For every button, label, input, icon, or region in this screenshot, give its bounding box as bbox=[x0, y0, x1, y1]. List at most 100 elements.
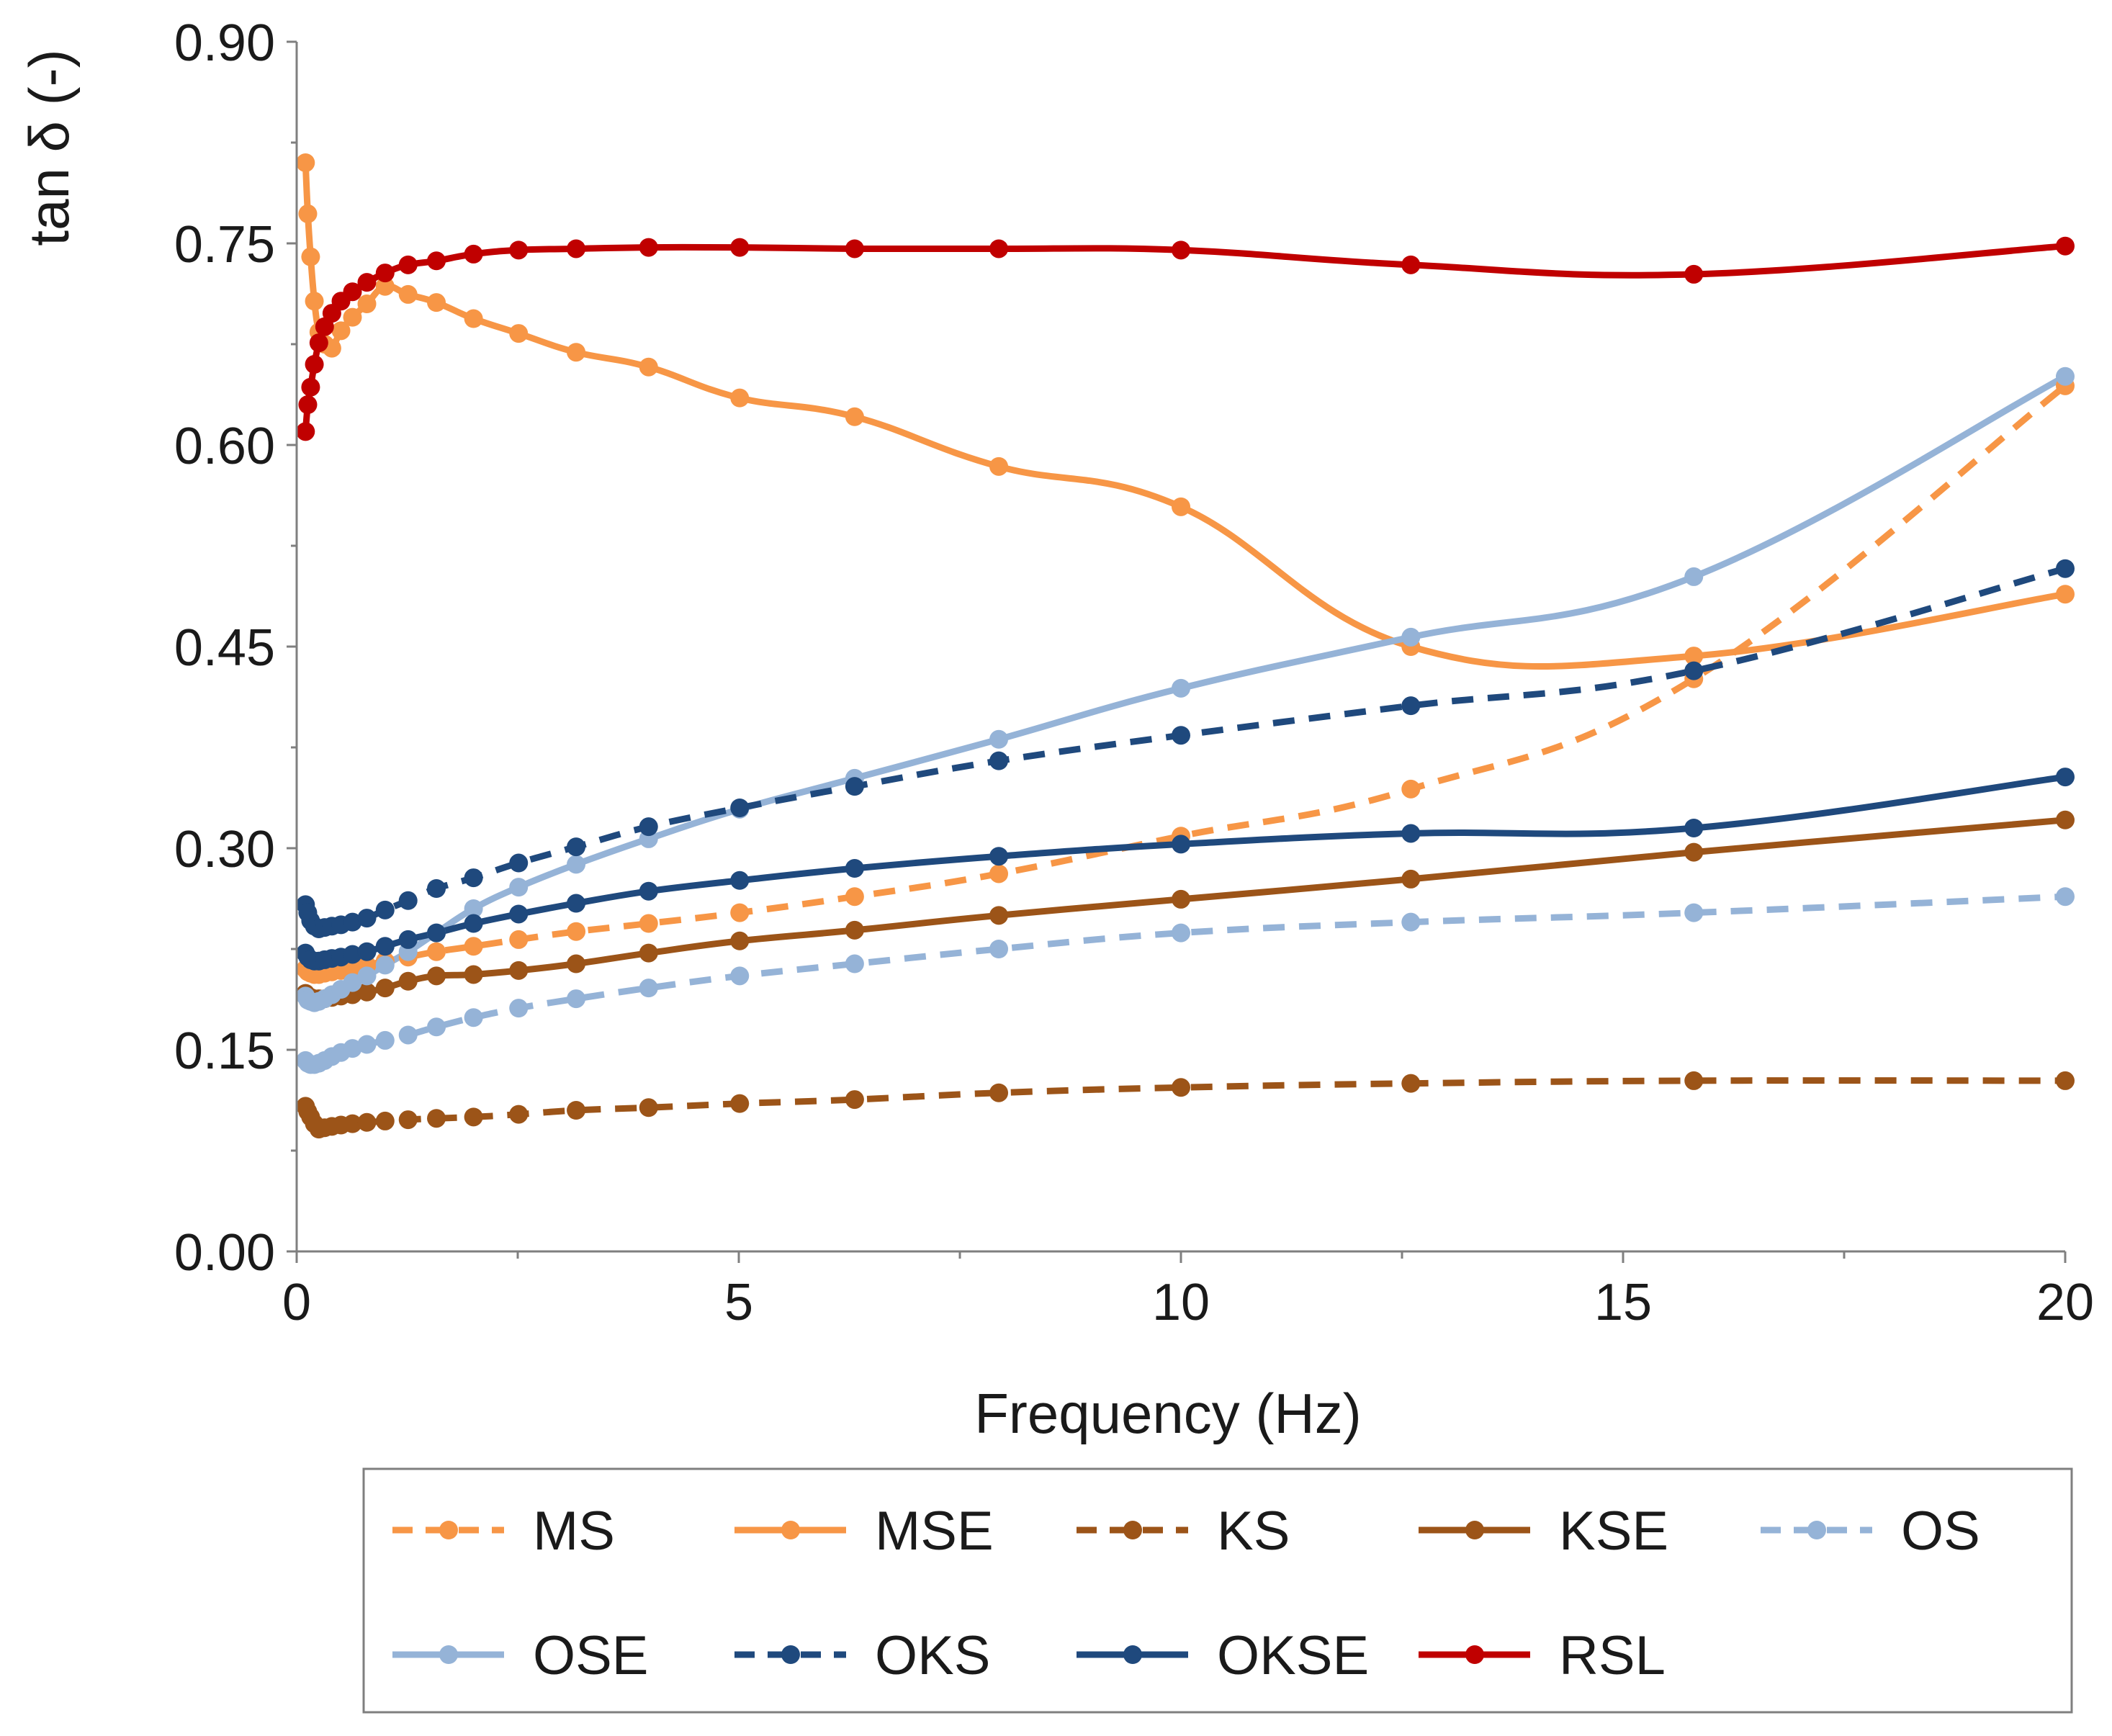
y-tick-label: 0.00 bbox=[174, 1224, 275, 1282]
data-point-ks bbox=[464, 1107, 483, 1127]
legend-label-oks: OKS bbox=[875, 1625, 991, 1686]
data-point-oks bbox=[509, 853, 529, 873]
data-point-mse bbox=[301, 247, 320, 266]
x-tick-label: 10 bbox=[1152, 1274, 1210, 1331]
data-point-okse bbox=[1401, 824, 1421, 843]
data-point-mse bbox=[989, 457, 1009, 476]
y-tick-label: 0.30 bbox=[174, 821, 275, 878]
data-point-rsl bbox=[567, 239, 586, 258]
y-axis-label: tan δ (-) bbox=[17, 49, 81, 246]
data-point-mse bbox=[567, 343, 586, 362]
data-point-okse bbox=[567, 894, 586, 913]
data-point-mse bbox=[343, 307, 362, 327]
data-point-ks bbox=[567, 1101, 586, 1120]
legend-marker-ks bbox=[1123, 1521, 1142, 1539]
y-tick-label: 0.90 bbox=[174, 14, 275, 72]
data-point-kse bbox=[509, 961, 529, 980]
data-point-os bbox=[1172, 923, 1190, 943]
data-point-mse bbox=[375, 276, 395, 296]
data-point-os bbox=[509, 999, 529, 1018]
data-point-okse bbox=[357, 942, 377, 961]
data-point-kse bbox=[2056, 810, 2075, 829]
data-point-okse bbox=[464, 914, 483, 933]
data-point-kse bbox=[398, 971, 418, 991]
data-point-okse bbox=[1172, 835, 1190, 854]
data-point-okse bbox=[2056, 768, 2075, 787]
data-point-rsl bbox=[1401, 255, 1421, 274]
data-point-os bbox=[989, 940, 1009, 958]
legend-label-rsl: RSL bbox=[1559, 1625, 1666, 1686]
data-point-oks bbox=[375, 900, 395, 919]
data-point-okse bbox=[1684, 819, 1704, 837]
data-point-mse bbox=[427, 293, 446, 312]
data-point-rsl bbox=[509, 240, 529, 260]
data-point-oks bbox=[1684, 661, 1704, 680]
data-point-ks bbox=[2056, 1071, 2075, 1090]
data-point-rsl bbox=[398, 255, 418, 274]
legend-label-ks: KS bbox=[1217, 1501, 1290, 1562]
data-point-mse bbox=[845, 407, 864, 426]
data-point-mse bbox=[639, 357, 658, 377]
data-point-ose bbox=[464, 899, 483, 918]
data-point-mse bbox=[357, 294, 377, 313]
data-point-rsl bbox=[296, 422, 315, 441]
data-point-ms bbox=[427, 942, 446, 961]
data-point-kse bbox=[639, 943, 658, 963]
data-point-okse bbox=[639, 881, 658, 901]
data-point-ks bbox=[730, 1094, 750, 1113]
data-point-okse bbox=[375, 937, 395, 956]
data-point-oks bbox=[639, 817, 658, 837]
legend-label-ose: OSE bbox=[533, 1625, 649, 1686]
data-point-ose bbox=[1172, 678, 1190, 698]
legend-marker-oks bbox=[781, 1645, 800, 1664]
data-point-rsl bbox=[305, 355, 324, 374]
data-point-ose bbox=[2056, 366, 2075, 386]
y-tick-label: 0.75 bbox=[174, 216, 275, 274]
data-point-rsl bbox=[639, 238, 658, 257]
data-point-ose bbox=[1684, 567, 1704, 586]
data-point-okse bbox=[398, 930, 418, 949]
legend-label-mse: MSE bbox=[875, 1501, 994, 1562]
data-point-kse bbox=[1401, 869, 1421, 889]
data-point-rsl bbox=[2056, 236, 2075, 256]
data-point-mse bbox=[398, 284, 418, 304]
data-point-rsl bbox=[1172, 240, 1190, 260]
data-point-ks bbox=[639, 1098, 658, 1117]
data-point-mse bbox=[331, 321, 351, 341]
data-point-ks bbox=[398, 1110, 418, 1130]
data-point-os bbox=[1684, 903, 1704, 922]
data-point-ms bbox=[639, 914, 658, 933]
data-point-okse bbox=[427, 923, 446, 943]
data-point-mse bbox=[298, 204, 318, 223]
data-point-rsl bbox=[427, 251, 446, 271]
data-point-ose bbox=[989, 729, 1009, 749]
legend-marker-rsl bbox=[1465, 1645, 1484, 1664]
data-point-rsl bbox=[989, 239, 1009, 258]
data-point-rsl bbox=[1684, 264, 1704, 284]
data-point-ms bbox=[989, 864, 1009, 883]
data-point-ose bbox=[343, 973, 362, 992]
legend-label-os: OS bbox=[1901, 1501, 1980, 1562]
y-tick-label: 0.15 bbox=[174, 1022, 275, 1080]
data-point-rsl bbox=[343, 282, 362, 302]
series-line-ks bbox=[302, 1077, 2066, 1133]
data-point-oks bbox=[464, 868, 483, 888]
data-point-ks bbox=[1172, 1078, 1190, 1097]
data-point-oks bbox=[2056, 559, 2075, 578]
data-point-mse bbox=[296, 153, 315, 172]
data-point-mse bbox=[1172, 497, 1190, 516]
x-tick-label: 20 bbox=[2036, 1274, 2094, 1331]
data-point-oks bbox=[343, 912, 362, 932]
data-point-mse bbox=[509, 324, 529, 343]
data-point-oks bbox=[845, 777, 864, 796]
plot-area bbox=[296, 153, 2075, 1139]
y-tick-label: 0.60 bbox=[174, 418, 275, 475]
data-point-okse bbox=[845, 859, 864, 878]
data-point-okse bbox=[509, 904, 529, 924]
data-point-kse bbox=[464, 965, 483, 984]
data-point-mse bbox=[305, 292, 324, 311]
data-point-rsl bbox=[730, 238, 750, 257]
x-axis-label: Frequency (Hz) bbox=[974, 1382, 1361, 1445]
data-point-ks bbox=[1684, 1071, 1704, 1090]
data-point-mse bbox=[464, 309, 483, 328]
